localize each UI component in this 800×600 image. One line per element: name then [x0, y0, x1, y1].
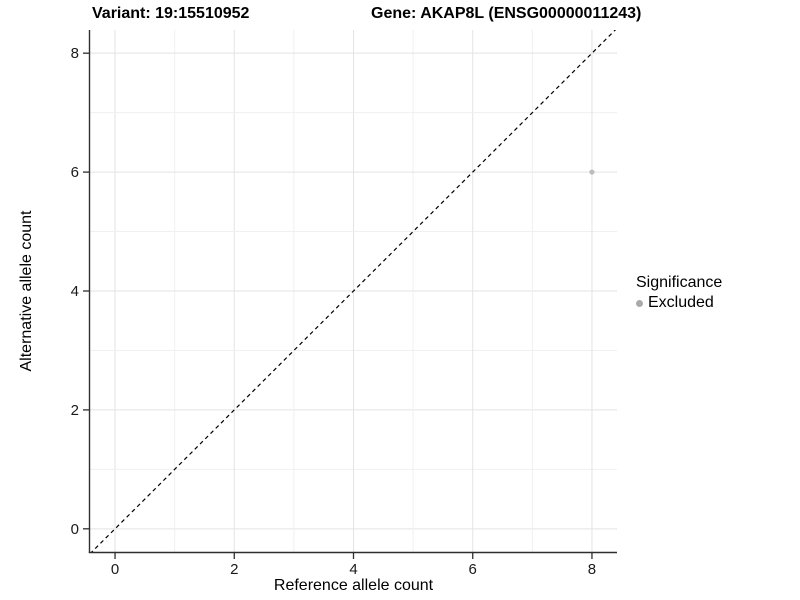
y-tick-label: 4 — [71, 283, 79, 300]
y-tick-label: 8 — [71, 45, 79, 62]
excluded-point-icon — [636, 299, 643, 307]
variant-title: Variant: 19:15510952 — [92, 5, 250, 22]
gene-title: Gene: AKAP8L (ENSG00000011243) — [371, 5, 642, 22]
x-axis-title: Reference allele count — [273, 577, 434, 594]
x-tick-label: 4 — [349, 561, 357, 578]
identity-reference-line — [90, 30, 617, 552]
x-tick-label: 2 — [230, 561, 238, 578]
legend-entry-excluded: Excluded — [636, 294, 722, 312]
legend-entry-label: Excluded — [648, 294, 714, 311]
y-tick-label: 0 — [71, 521, 79, 538]
x-tick-label: 0 — [111, 561, 119, 578]
legend-title: Significance — [636, 274, 723, 291]
x-tick-label: 8 — [588, 561, 596, 578]
data-point — [589, 169, 595, 175]
x-tick-label: 6 — [469, 561, 477, 578]
legend: Significance Excluded — [636, 273, 722, 312]
y-tick-label: 6 — [71, 164, 79, 181]
y-tick-label: 2 — [71, 402, 79, 419]
y-axis-title: Alternative allele count — [18, 210, 35, 372]
